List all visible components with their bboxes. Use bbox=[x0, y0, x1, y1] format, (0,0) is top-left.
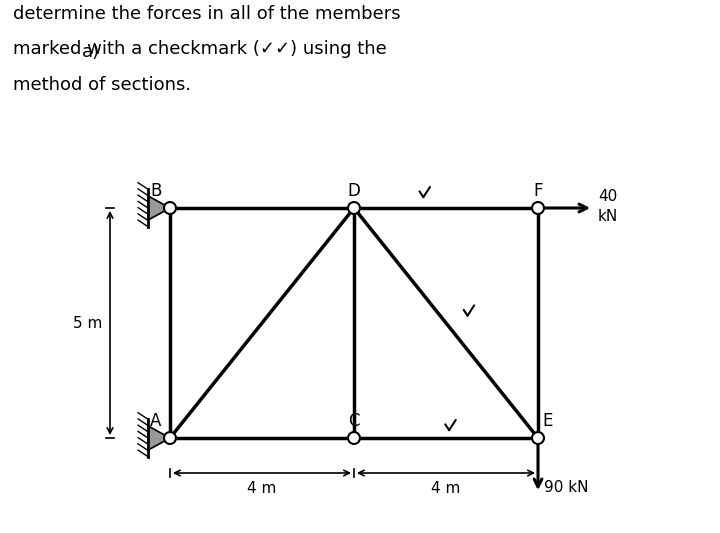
Text: B: B bbox=[150, 182, 162, 200]
Circle shape bbox=[348, 432, 360, 444]
Text: marked with a checkmark (✓✓) using the: marked with a checkmark (✓✓) using the bbox=[13, 40, 387, 58]
Text: method of sections.: method of sections. bbox=[13, 76, 191, 94]
Text: 4 m: 4 m bbox=[247, 481, 276, 496]
Text: kN: kN bbox=[598, 209, 618, 224]
Circle shape bbox=[532, 432, 544, 444]
Text: 4 m: 4 m bbox=[431, 481, 461, 496]
Text: E: E bbox=[543, 412, 553, 430]
Text: 90 kN: 90 kN bbox=[544, 481, 588, 496]
Text: F: F bbox=[534, 182, 543, 200]
Text: D: D bbox=[348, 182, 361, 200]
Text: C: C bbox=[348, 412, 360, 430]
Polygon shape bbox=[148, 426, 170, 450]
Circle shape bbox=[164, 432, 176, 444]
Text: 40: 40 bbox=[598, 189, 617, 204]
Circle shape bbox=[532, 202, 544, 214]
Text: A: A bbox=[150, 412, 162, 430]
Circle shape bbox=[348, 202, 360, 214]
Text: a): a) bbox=[82, 43, 100, 61]
Circle shape bbox=[164, 202, 176, 214]
Text: 5 m: 5 m bbox=[73, 316, 102, 330]
Polygon shape bbox=[148, 196, 170, 220]
Text: determine the forces in all of the members: determine the forces in all of the membe… bbox=[13, 5, 400, 23]
